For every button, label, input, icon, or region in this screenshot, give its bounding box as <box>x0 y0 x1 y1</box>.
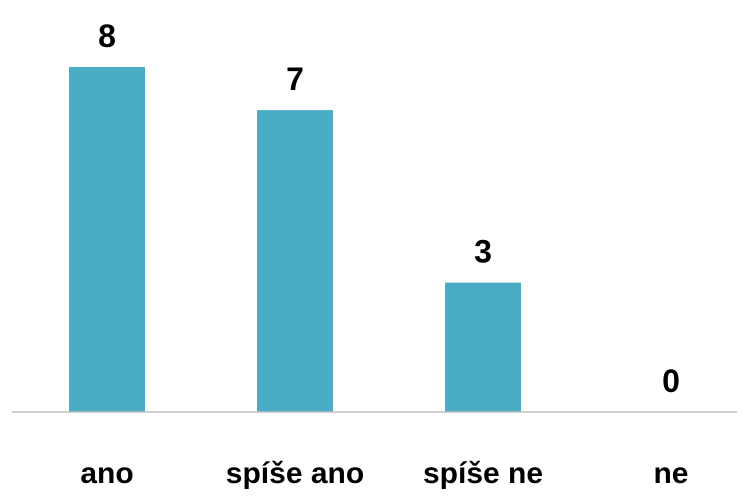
category-label-2: spíše ne <box>423 457 543 490</box>
bars-group <box>69 67 521 412</box>
value-label-2: 3 <box>474 234 492 270</box>
bar-0 <box>69 67 145 412</box>
bar-2 <box>445 282 521 412</box>
category-label-3: ne <box>653 457 688 490</box>
value-label-1: 7 <box>286 61 304 97</box>
value-label-3: 0 <box>662 363 680 399</box>
value-labels-group: 8 7 3 0 <box>98 18 680 399</box>
category-label-0: ano <box>80 457 133 490</box>
category-label-1: spíše ano <box>226 457 364 490</box>
value-label-0: 8 <box>98 18 116 54</box>
category-labels-group: ano spíše ano spíše ne ne <box>80 457 688 490</box>
bar-1 <box>257 110 333 412</box>
